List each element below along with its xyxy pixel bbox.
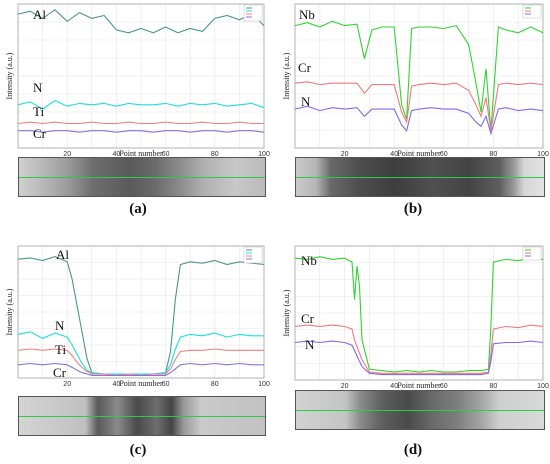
- panel-label: (d): [403, 442, 423, 458]
- micrograph-c: [18, 396, 266, 436]
- series-label-cr: Cr: [53, 365, 67, 380]
- x-tick-label: 100: [537, 383, 549, 390]
- panel-a: Al N Ti Cr 20 40 60 80 100 Point number Intensity …: [0, 0, 275, 232]
- series-line-cr: [294, 324, 544, 374]
- legend-box: [243, 246, 263, 264]
- micrograph-d: [295, 390, 545, 430]
- series-line-ti: [17, 121, 264, 125]
- series-line-n: [294, 105, 544, 136]
- y-axis-label: Intensity (a.u.): [282, 289, 291, 336]
- plot-frame: [17, 3, 265, 149]
- x-tick-label: 40: [113, 151, 121, 158]
- x-axis-label: Point number: [119, 149, 163, 158]
- grid: [17, 245, 265, 379]
- series-label-cr: Cr: [33, 126, 47, 141]
- grid: [17, 3, 265, 149]
- x-tick-label: 60: [162, 381, 170, 388]
- series-label-ti: Ti: [55, 342, 66, 357]
- series-label-ti: Ti: [33, 104, 44, 119]
- series-line-n: [17, 99, 265, 110]
- x-tick-label: 100: [258, 151, 270, 158]
- legend: [522, 4, 542, 19]
- series-line-cr: [17, 362, 264, 376]
- series-label-n: N: [305, 337, 315, 352]
- grid: [294, 245, 544, 381]
- series-line-al: [17, 9, 265, 34]
- chart-b: Nb Cr N 20 40 60 80 100 Point number Intensity (a…: [282, 3, 549, 158]
- scan-line: [296, 410, 544, 411]
- x-tick-label: 60: [440, 151, 448, 158]
- x-tick-label: 40: [390, 151, 398, 158]
- series-line-nb: [294, 20, 544, 131]
- x-tick-label: 80: [490, 383, 498, 390]
- x-tick-label: 80: [211, 381, 219, 388]
- x-tick-label: 40: [390, 383, 398, 390]
- series-line-n: [294, 340, 544, 376]
- x-axis-label: Point number: [397, 381, 441, 390]
- scan-line: [19, 416, 265, 417]
- x-tick-label: 20: [63, 151, 71, 158]
- series-label-n: N: [55, 318, 65, 333]
- series-line-nb: [294, 256, 544, 373]
- x-tick-label: 20: [63, 381, 71, 388]
- scan-line: [296, 177, 544, 178]
- plot-frame: [294, 245, 544, 381]
- x-tick-label: 100: [537, 151, 549, 158]
- x-axis-label: Point number: [397, 149, 441, 158]
- series-label-cr: Cr: [298, 60, 312, 75]
- legend: [243, 246, 263, 264]
- x-tick-label: 80: [490, 151, 498, 158]
- panel-c: Al N Ti Cr 20 40 60 80 100 Point number Intensity …: [0, 232, 275, 464]
- series-label-nb: Nb: [301, 253, 317, 268]
- x-tick-label: 60: [162, 151, 170, 158]
- panel-label: (c): [129, 442, 147, 458]
- grid: [294, 3, 544, 149]
- micrograph-b: [295, 157, 545, 197]
- chart-d: Nb Cr N 20 40 60 80 100 Point number Intensity (a…: [282, 245, 549, 390]
- series-label-cr: Cr: [301, 311, 315, 326]
- x-tick-label: 20: [341, 151, 349, 158]
- series-line-cr: [18, 130, 265, 133]
- plot-frame: [17, 245, 265, 379]
- panel-label: (a): [129, 201, 147, 217]
- x-axis-label: Point number: [119, 379, 163, 388]
- panel-d: Nb Cr N 20 40 60 80 100 Point number Intensity (a…: [275, 232, 550, 464]
- series-line-n: [17, 331, 264, 375]
- x-tick-label: 100: [258, 381, 270, 388]
- x-tick-label: 60: [440, 383, 448, 390]
- series-line-cr: [294, 81, 544, 131]
- legend: [243, 4, 263, 22]
- series-label-al: Al: [33, 7, 46, 22]
- chart-a: Al N Ti Cr 20 40 60 80 100 Point number Intensity …: [5, 3, 270, 158]
- micrograph-a: [18, 157, 266, 197]
- y-axis-label: Intensity (a.u.): [282, 52, 291, 99]
- x-tick-label: 40: [113, 381, 121, 388]
- legend: [522, 246, 542, 261]
- panel-b: Nb Cr N 20 40 60 80 100 Point number Intensity (a…: [275, 0, 550, 232]
- series-label-al: Al: [56, 247, 69, 262]
- series-line-ti: [17, 348, 264, 376]
- y-axis-label: Intensity (a.u.): [5, 52, 14, 99]
- x-tick-label: 20: [341, 383, 349, 390]
- series-label-n: N: [301, 94, 311, 109]
- y-axis-label: Intensity (a.u.): [5, 288, 14, 335]
- x-tick-label: 80: [211, 151, 219, 158]
- series-label-nb: Nb: [299, 7, 315, 22]
- legend-box: [243, 4, 263, 22]
- panel-label: (b): [403, 201, 423, 217]
- series-label-n: N: [33, 80, 43, 95]
- plot-frame: [294, 3, 544, 149]
- scan-line: [19, 177, 265, 178]
